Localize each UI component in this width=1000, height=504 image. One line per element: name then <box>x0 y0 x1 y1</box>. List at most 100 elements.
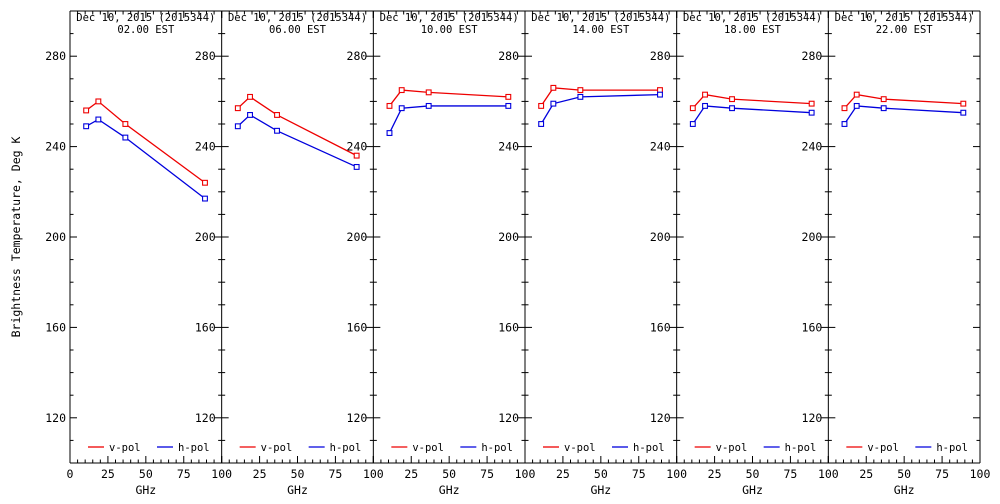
x-tick-label: 50 <box>897 467 911 481</box>
x-axis-title: GHz <box>742 483 763 497</box>
panel-subtitle: 10.00 EST <box>421 24 479 36</box>
v-pol-marker <box>122 121 129 127</box>
y-tick-label: 200 <box>650 230 671 244</box>
figure-group: Brightness Temperature, Deg K Dec 10, 201… <box>9 10 991 497</box>
x-tick-label: 100 <box>363 467 384 481</box>
v-pol-line <box>540 87 660 107</box>
y-tick-label: 200 <box>45 230 66 244</box>
x-tick-label: 75 <box>935 467 949 481</box>
x-tick-label: 75 <box>632 467 646 481</box>
panel-subtitle: 22.00 EST <box>876 24 934 36</box>
v-pol-marker <box>689 105 696 112</box>
x-tick-label: 25 <box>404 467 418 481</box>
v-pol-marker <box>234 105 241 112</box>
panel-0600: Dec 10, 2015 (2015344)06.00 EST120160200… <box>221 11 384 497</box>
y-tick-label: 200 <box>347 230 368 244</box>
y-tick-label: 280 <box>802 49 823 63</box>
legend: v-pol h-pol <box>543 442 665 454</box>
h-pol-line <box>85 118 206 200</box>
h-pol-marker <box>353 163 360 170</box>
legend: v-pol h-pol <box>88 442 210 454</box>
x-tick-label: 25 <box>708 467 722 481</box>
h-pol-marker <box>398 105 405 112</box>
h-pol-marker <box>83 123 90 130</box>
y-tick-label: 120 <box>45 411 66 425</box>
x-tick-label: 75 <box>177 467 191 481</box>
x-tick-label: 75 <box>328 467 342 481</box>
h-pol-marker <box>702 102 708 109</box>
x-tick-label: 0 <box>67 467 74 481</box>
legend-h-pol-label: h-pol <box>178 442 210 454</box>
v-pol-marker <box>353 152 360 159</box>
h-pol-marker <box>425 102 432 109</box>
h-pol-marker <box>202 195 208 202</box>
y-tick-label: 120 <box>650 411 671 425</box>
h-pol-marker <box>880 105 887 112</box>
h-pol-marker <box>689 121 696 127</box>
v-pol-line <box>85 100 206 184</box>
x-tick-label: 25 <box>556 467 570 481</box>
h-pol-marker <box>505 102 512 109</box>
y-tick-label: 160 <box>650 320 671 334</box>
legend-v-pol-label: v-pol <box>716 442 748 454</box>
panel-subtitle: 18.00 EST <box>724 24 782 36</box>
y-tick-label: 160 <box>195 320 216 334</box>
y-tick-label: 280 <box>195 49 216 63</box>
y-tick-label: 120 <box>195 411 216 425</box>
x-tick-label: 100 <box>211 467 232 481</box>
h-pol-line <box>843 105 964 125</box>
x-tick-label: 50 <box>746 467 760 481</box>
v-pol-marker <box>398 87 405 94</box>
legend-h-pol-label: h-pol <box>785 442 817 454</box>
h-pol-marker <box>657 91 663 98</box>
h-pol-marker <box>960 109 967 116</box>
v-pol-line <box>388 89 509 107</box>
y-tick-label: 200 <box>802 230 823 244</box>
h-pol-marker <box>247 112 253 118</box>
h-pol-marker <box>122 134 129 141</box>
legend-v-pol-label: v-pol <box>564 442 596 454</box>
x-tick-label: 75 <box>783 467 797 481</box>
h-pol-marker <box>550 100 557 107</box>
x-axis-title: GHz <box>894 483 915 497</box>
x-tick-label: 100 <box>970 467 991 481</box>
v-pol-marker <box>274 112 280 118</box>
x-axis-title: GHz <box>287 483 308 497</box>
v-pol-marker <box>83 107 90 114</box>
y-axis-title: Brightness Temperature, Deg K <box>9 137 23 338</box>
y-tick-label: 240 <box>45 140 66 154</box>
x-axis-title: GHz <box>135 483 156 497</box>
h-pol-line <box>692 105 812 125</box>
y-tick-label: 280 <box>347 49 368 63</box>
x-tick-label: 100 <box>818 467 839 481</box>
v-pol-marker <box>505 93 512 100</box>
y-tick-label: 160 <box>802 320 823 334</box>
x-tick-label: 75 <box>480 467 494 481</box>
panel-subtitle: 02.00 EST <box>117 24 175 36</box>
h-pol-marker <box>729 105 735 112</box>
x-tick-label: 25 <box>101 467 115 481</box>
y-tick-label: 240 <box>650 140 671 154</box>
y-tick-label: 200 <box>498 230 519 244</box>
legend-v-pol-label: v-pol <box>261 442 293 454</box>
v-pol-line <box>692 93 812 109</box>
h-pol-marker <box>841 121 848 127</box>
v-pol-marker <box>853 91 860 98</box>
h-pol-marker <box>808 109 815 116</box>
y-tick-label: 240 <box>498 140 519 154</box>
panel-1800: Dec 10, 2015 (2015344)18.00 EST120160200… <box>676 11 839 497</box>
v-pol-marker <box>425 89 432 96</box>
v-pol-marker <box>577 87 584 94</box>
v-pol-marker <box>247 93 253 100</box>
v-pol-marker <box>702 91 708 98</box>
v-pol-marker <box>550 84 557 91</box>
v-pol-marker <box>960 100 967 107</box>
legend-h-pol-label: h-pol <box>330 442 362 454</box>
legend-v-pol-label: v-pol <box>867 442 899 454</box>
legend-v-pol-label: v-pol <box>109 442 141 454</box>
h-pol-line <box>237 114 357 168</box>
x-axis-title: GHz <box>590 483 611 497</box>
